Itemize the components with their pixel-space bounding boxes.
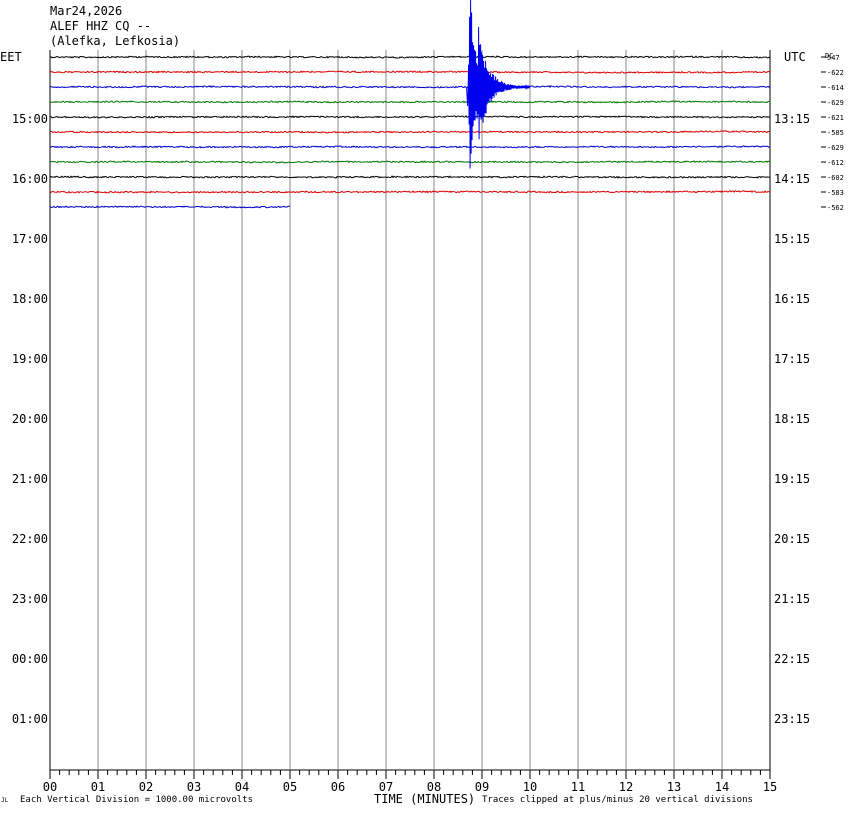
dc-offset-label-3: -629 <box>827 99 844 107</box>
right-time-label-10: 23:15 <box>774 712 810 726</box>
header-date: Mar24,2026 <box>50 4 123 18</box>
trace-lines <box>49 55 771 209</box>
x-tick-label-01: 01 <box>91 780 105 794</box>
x-tick-label-03: 03 <box>187 780 201 794</box>
trace-7 <box>49 160 771 164</box>
x-tick-label-10: 10 <box>523 780 537 794</box>
trace-4 <box>49 115 771 119</box>
x-tick-label-08: 08 <box>427 780 441 794</box>
earthquake-signal <box>466 0 531 169</box>
right-time-label-9: 22:15 <box>774 652 810 666</box>
dc-offset-label-4: -621 <box>827 114 844 122</box>
left-time-label-6: 21:00 <box>12 472 48 486</box>
left-time-label-2: 17:00 <box>12 232 48 246</box>
corner-mark: JL <box>1 797 9 804</box>
left-time-label-7: 22:00 <box>12 532 48 546</box>
trace-1 <box>49 70 771 74</box>
x-tick-label-07: 07 <box>379 780 393 794</box>
dc-offset-label-9: -583 <box>827 189 844 197</box>
x-axis-title: TIME (MINUTES) <box>374 792 476 806</box>
footer-left-note: Each Vertical Division = 1000.00 microvo… <box>20 795 253 805</box>
dc-offset-label-7: -612 <box>827 159 844 167</box>
x-tick-label-02: 02 <box>139 780 153 794</box>
trace-9 <box>49 190 771 194</box>
trace-2 <box>49 85 771 89</box>
trace-10 <box>49 205 290 209</box>
left-time-label-10: 01:00 <box>12 712 48 726</box>
right-time-label-4: 17:15 <box>774 352 810 366</box>
header-channel: ALEF HHZ CQ -- <box>50 19 152 33</box>
x-tick-label-04: 04 <box>235 780 249 794</box>
trace-0 <box>49 55 771 59</box>
x-tick-label-09: 09 <box>475 780 489 794</box>
x-tick-label-11: 11 <box>571 780 585 794</box>
left-time-label-4: 19:00 <box>12 352 48 366</box>
right-time-label-8: 21:15 <box>774 592 810 606</box>
x-tick-label-12: 12 <box>619 780 633 794</box>
dc-offset-label-2: -614 <box>827 84 844 92</box>
left-time-label-3: 18:00 <box>12 292 48 306</box>
left-time-label-1: 16:00 <box>12 172 48 186</box>
dc-offset-label-5: -585 <box>827 129 844 137</box>
dc-offset-label-1: -622 <box>827 69 844 77</box>
left-time-label-0: 15:00 <box>12 112 48 126</box>
right-timezone-label: UTC <box>784 50 806 64</box>
right-time-label-6: 19:15 <box>774 472 810 486</box>
left-time-label-8: 23:00 <box>12 592 48 606</box>
trace-8 <box>49 175 771 179</box>
dc-offset-label-8: -602 <box>827 174 844 182</box>
dc-offset-label-6: -629 <box>827 144 844 152</box>
right-time-label-3: 16:15 <box>774 292 810 306</box>
left-time-label-5: 20:00 <box>12 412 48 426</box>
right-time-label-7: 20:15 <box>774 532 810 546</box>
dc-header-label: DC <box>825 52 833 60</box>
right-time-label-1: 14:15 <box>774 172 810 186</box>
axis-labels: 547 -622 -614 -629 -621 -585 -629 -612 -602 -583 -… <box>0 50 844 726</box>
right-time-label-5: 18:15 <box>774 412 810 426</box>
x-tick-label-15: 15 <box>763 780 777 794</box>
left-time-label-9: 00:00 <box>12 652 48 666</box>
trace-6 <box>49 145 771 149</box>
footer-right-note: Traces clipped at plus/minus 20 vertical… <box>482 795 753 805</box>
minute-grid <box>49 50 771 771</box>
x-tick-label-13: 13 <box>667 780 681 794</box>
event-waveform <box>466 0 531 169</box>
left-timezone-label: EET <box>0 50 22 64</box>
trace-5 <box>49 130 771 134</box>
header-location: (Alefka, Lefkosia) <box>50 34 181 48</box>
right-time-label-0: 13:15 <box>774 112 810 126</box>
x-tick-label-14: 14 <box>715 780 729 794</box>
x-tick-label-00: 00 <box>43 780 57 794</box>
x-tick-label-06: 06 <box>331 780 345 794</box>
right-time-label-2: 15:15 <box>774 232 810 246</box>
trace-3 <box>49 100 771 104</box>
dc-offset-label-10: -562 <box>827 204 844 212</box>
x-tick-label-05: 05 <box>283 780 297 794</box>
dc-offset-label-0: 547 <box>827 54 840 62</box>
x-ticks: 00 01 02 03 04 05 06 07 08 09 10 11 12 13 14 15 <box>43 770 777 794</box>
